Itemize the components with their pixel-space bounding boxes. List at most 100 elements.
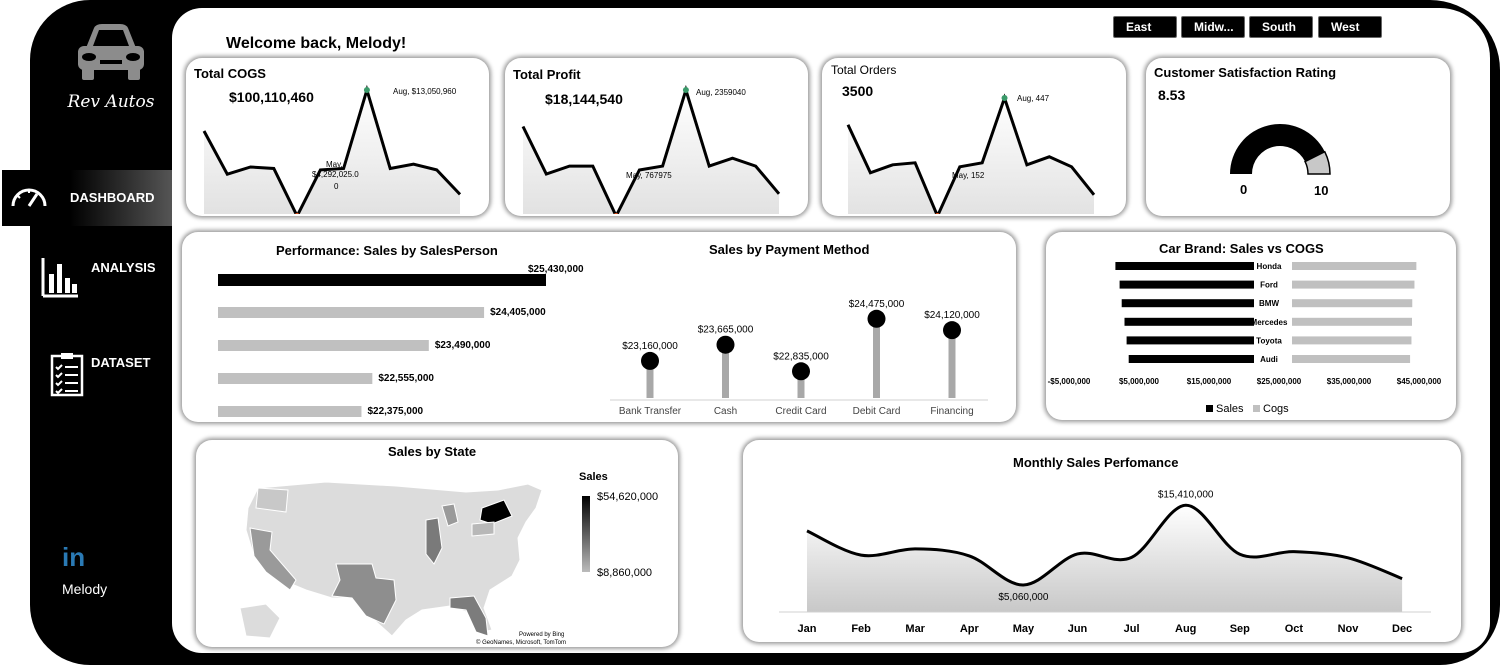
max-annotation: Aug, 2359040 (696, 88, 746, 97)
kpi-title: Total Profit (513, 67, 581, 82)
state-pennsylvania (471, 521, 495, 537)
brand-name: Rev Autos (67, 92, 155, 112)
region-filter-south[interactable]: South (1249, 16, 1313, 38)
min-marker (613, 213, 619, 214)
sparkline-line (202, 84, 462, 214)
min-marker (935, 213, 940, 214)
gauge-max-label: 10 (1314, 183, 1329, 198)
sidebar-item-label: ANALYSIS (91, 260, 156, 275)
brand-category-label: Toyota (1256, 336, 1282, 345)
gauge-min-label: 0 (1240, 182, 1248, 197)
state-california (249, 527, 297, 591)
brand-cogs-bar (1292, 262, 1417, 270)
sidebar-item-label: DASHBOARD (70, 190, 155, 205)
region-filter-east[interactable]: East (1113, 16, 1177, 38)
brand-cogs-bar (1292, 336, 1412, 345)
x-tick-label: $35,000,000 (1327, 377, 1372, 386)
state-michigan (441, 503, 459, 527)
payment-lollipop-chart: $23,160,000 Bank Transfer $23,665,000 Cash $… (610, 299, 988, 417)
lollipop-head (792, 362, 810, 381)
x-tick-label: $25,000,000 (1257, 377, 1302, 386)
profit-sparkline (521, 84, 781, 214)
satisfaction-gauge (1230, 124, 1331, 175)
kpi-card-cogs: Total COGS $100,110,460 Aug, $13,050,960… (186, 58, 489, 216)
x-tick-label: $45,000,000 (1397, 377, 1442, 386)
brand-cogs-bar (1292, 280, 1415, 289)
region-filter-midwest[interactable]: Midw... (1181, 16, 1245, 38)
month-label: Jul (1124, 623, 1140, 635)
cogs-sparkline (202, 84, 462, 214)
brand-sales-bar (1121, 299, 1254, 308)
monthly-area (807, 505, 1403, 612)
payment-chart-title: Sales by Payment Method (709, 242, 870, 257)
welcome-message: Welcome back, Melody! (226, 35, 407, 52)
category-label: Bank Transfer (619, 406, 682, 417)
map-credit-bing: Powered by Bing (519, 632, 565, 638)
category-label: Debit Card (853, 406, 901, 417)
sparkline-area (523, 90, 779, 214)
month-label: Nov (1338, 623, 1360, 635)
profile-name: Melody (62, 581, 108, 597)
lollipop-value-label: $22,835,000 (773, 351, 829, 362)
map-legend-title: Sales (579, 471, 608, 483)
lollipop-head (943, 321, 961, 340)
min-annotation-line1: May, (326, 160, 343, 169)
salesperson-bar (218, 406, 362, 417)
x-tick-label: $15,000,000 (1187, 377, 1232, 386)
region-filter-west[interactable]: West (1318, 16, 1382, 38)
salesperson-bar-label: $22,555,000 (378, 373, 434, 384)
alaska-shape (239, 603, 281, 639)
us-map (239, 481, 543, 639)
monthly-chart-title: Monthly Sales Perfomance (1013, 455, 1179, 470)
min-marker (294, 213, 300, 214)
min-annotation-line3: 0 (334, 182, 339, 191)
min-annotation-line2: $4,292,025.0 (312, 170, 359, 179)
lollipop-head (867, 309, 886, 328)
brand-sales-bar (1128, 355, 1254, 363)
month-label: Jan (798, 623, 817, 635)
sidebar: Rev Autos (38, 10, 168, 655)
state-illinois (425, 517, 443, 565)
bar-chart-icon (41, 258, 78, 298)
gauge-remaining-arc (1304, 150, 1331, 175)
legend-label-sales: Sales (1216, 403, 1244, 415)
legend-label-cogs: Cogs (1263, 403, 1289, 415)
map-title: Sales by State (388, 444, 477, 459)
map-legend-gradient (582, 496, 590, 572)
salesperson-bar-label: $24,405,000 (490, 307, 546, 318)
legend-swatch-cogs (1253, 405, 1260, 412)
sidebar-item-dashboard[interactable]: DASHBOARD (2, 170, 172, 226)
state-washington (255, 487, 289, 513)
month-label: Apr (960, 623, 980, 635)
brand-category-label: BMW (1259, 299, 1279, 308)
category-label: Credit Card (775, 406, 826, 417)
map-credit-providers: © GeoNames, Microsoft, TomTom (476, 640, 566, 646)
state-new-york (479, 499, 513, 525)
sidebar-item-dataset[interactable]: DATASET (0, 345, 170, 401)
sidebar-item-analysis[interactable]: ANALYSIS (0, 250, 170, 306)
month-label: Mar (905, 623, 925, 635)
kpi-card-satisfaction: Customer Satisfaction Rating 8.53 0 10 (1146, 58, 1450, 216)
max-marker (1001, 95, 1008, 101)
salesperson-bar (218, 307, 485, 318)
brand-sales-bar (1124, 317, 1254, 326)
salesperson-bar-label: $22,375,000 (367, 406, 423, 417)
brand-chart-title: Car Brand: Sales vs COGS (1159, 241, 1324, 256)
brand-cogs-bar (1292, 317, 1412, 326)
linkedin-icon[interactable]: in (62, 542, 86, 572)
category-label: Financing (930, 406, 973, 417)
salesperson-bar-chart: $25,430,000 $24,405,000 $23,490,000 $22,555… (218, 264, 584, 417)
map-legend-max: $54,620,000 (597, 491, 659, 503)
lollipop-value-label: $24,120,000 (924, 310, 980, 321)
state-texas (331, 563, 397, 625)
salesperson-bar (218, 373, 373, 384)
monthly-line (806, 503, 1403, 587)
month-label: Dec (1392, 623, 1412, 635)
lollipop-head (716, 335, 735, 354)
x-tick-label: $5,000,000 (1119, 377, 1160, 386)
brand-cogs-bar (1292, 355, 1411, 363)
salesperson-bar (218, 340, 429, 351)
month-label: Oct (1285, 623, 1304, 635)
map-card: Sales by State Sales $54,620,000 $8,860,… (196, 440, 678, 647)
car-logo-icon (78, 24, 144, 80)
